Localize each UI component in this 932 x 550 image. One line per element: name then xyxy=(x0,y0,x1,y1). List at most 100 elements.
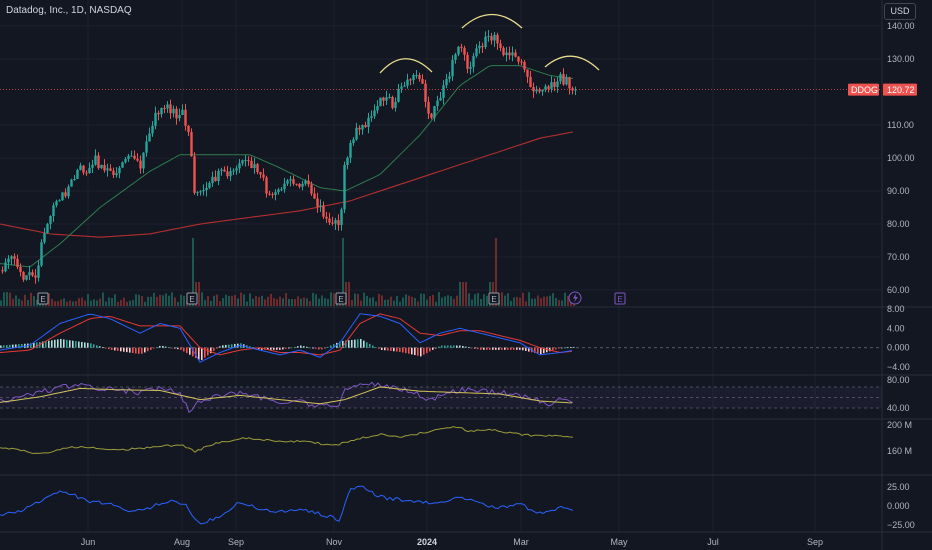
volume-bar xyxy=(204,299,206,306)
macd-histogram-bar xyxy=(399,347,401,352)
macd-histogram-bar xyxy=(405,347,407,354)
candle-body xyxy=(517,56,520,62)
macd-histogram-bar xyxy=(357,339,359,348)
volume-bar xyxy=(126,301,128,306)
macd-histogram-bar xyxy=(216,347,218,349)
volume-bar xyxy=(408,295,410,306)
volume-bar xyxy=(90,300,92,306)
time-tick-label: Sep xyxy=(807,537,823,547)
macd-histogram-bar xyxy=(60,338,62,348)
ma-fast-line xyxy=(0,65,574,268)
volume-bar xyxy=(120,299,122,306)
rsi-tick-label: 40.00 xyxy=(887,403,910,413)
candle-body xyxy=(433,106,436,118)
macd-histogram-bar xyxy=(342,340,344,348)
macd-histogram-bar xyxy=(48,340,50,348)
candle-body xyxy=(115,173,118,176)
candle-body xyxy=(325,216,328,219)
volume-bar xyxy=(147,296,149,306)
candle-body xyxy=(484,36,487,48)
candle-body xyxy=(211,176,214,183)
macd-histogram-bar xyxy=(378,347,380,349)
candle-body xyxy=(520,61,523,63)
macd-histogram-bar xyxy=(258,347,260,350)
candle-body xyxy=(241,160,244,164)
candle-body xyxy=(238,163,241,169)
candle-body xyxy=(529,76,532,88)
candle-body xyxy=(511,52,514,56)
candle-body xyxy=(499,43,502,48)
candle-body xyxy=(109,168,112,171)
candle-body xyxy=(235,168,238,171)
macd-histogram-bar xyxy=(162,345,164,348)
volume-bar xyxy=(351,300,353,306)
macd-histogram-bar xyxy=(318,347,320,350)
volume-bar xyxy=(264,299,266,306)
macd-histogram-bar xyxy=(522,347,524,351)
volume-bar xyxy=(213,295,215,306)
candle-body xyxy=(250,160,253,169)
macd-histogram-bar xyxy=(546,347,548,353)
candle-body xyxy=(454,54,457,60)
macd-histogram-bar xyxy=(387,347,389,351)
volume-bar xyxy=(417,301,419,306)
candle-body xyxy=(127,155,130,160)
candle-body xyxy=(178,114,181,119)
macd-histogram-bar xyxy=(273,347,275,350)
candle-body xyxy=(496,34,499,44)
macd-histogram-bar xyxy=(495,347,497,350)
candle-body xyxy=(223,169,226,172)
candle-body xyxy=(256,164,259,173)
macd-line xyxy=(0,313,573,363)
macd-histogram-bar xyxy=(441,345,443,348)
candle-body xyxy=(25,275,28,280)
macd-histogram-bar xyxy=(222,345,224,348)
candle-body xyxy=(352,139,355,144)
volume-bar xyxy=(282,298,284,306)
macd-histogram-bar xyxy=(18,344,20,348)
macd-histogram-bar xyxy=(459,345,461,348)
oscillator-tick-label: 25.00 xyxy=(887,482,910,492)
volume-bar xyxy=(102,292,104,306)
macd-histogram-bar xyxy=(375,347,377,348)
macd-tick-label: −4.00 xyxy=(887,362,910,372)
candle-body xyxy=(439,97,442,101)
macd-histogram-bar xyxy=(489,347,491,350)
volume-bar xyxy=(432,294,434,306)
candle-body xyxy=(226,171,229,177)
candle-body xyxy=(151,125,154,134)
macd-histogram-bar xyxy=(384,347,386,351)
volume-bar xyxy=(360,300,362,306)
currency-button[interactable]: USD xyxy=(884,3,916,20)
volume-bar xyxy=(84,300,86,306)
volume-bar xyxy=(426,299,428,306)
earnings-marker-label: E xyxy=(338,295,343,304)
macd-histogram-bar xyxy=(366,342,368,348)
candle-body xyxy=(322,205,325,217)
macd-histogram-bar xyxy=(555,347,557,350)
time-tick-label: Aug xyxy=(174,537,190,547)
macd-histogram-bar xyxy=(252,347,254,349)
candle-body xyxy=(544,86,547,90)
candle-body xyxy=(46,223,49,234)
volume-bar xyxy=(564,292,566,306)
candle-body xyxy=(7,258,10,263)
candle-body xyxy=(475,48,478,57)
candle-body xyxy=(490,36,493,41)
macd-histogram-bar xyxy=(207,347,209,356)
macd-histogram-bar xyxy=(327,346,329,348)
candle-body xyxy=(391,96,394,108)
macd-histogram-bar xyxy=(510,347,512,350)
macd-histogram-bar xyxy=(558,347,560,349)
macd-histogram-bar xyxy=(435,347,437,349)
volume-bar xyxy=(537,295,539,306)
volume-bar xyxy=(306,298,308,306)
volume-bar xyxy=(132,300,134,306)
volume-bar xyxy=(396,295,398,306)
oscillator-line xyxy=(0,485,574,525)
volume-bar xyxy=(285,293,287,306)
volume-bar xyxy=(57,301,59,306)
macd-histogram-bar xyxy=(135,347,137,354)
candle-body xyxy=(232,170,235,172)
